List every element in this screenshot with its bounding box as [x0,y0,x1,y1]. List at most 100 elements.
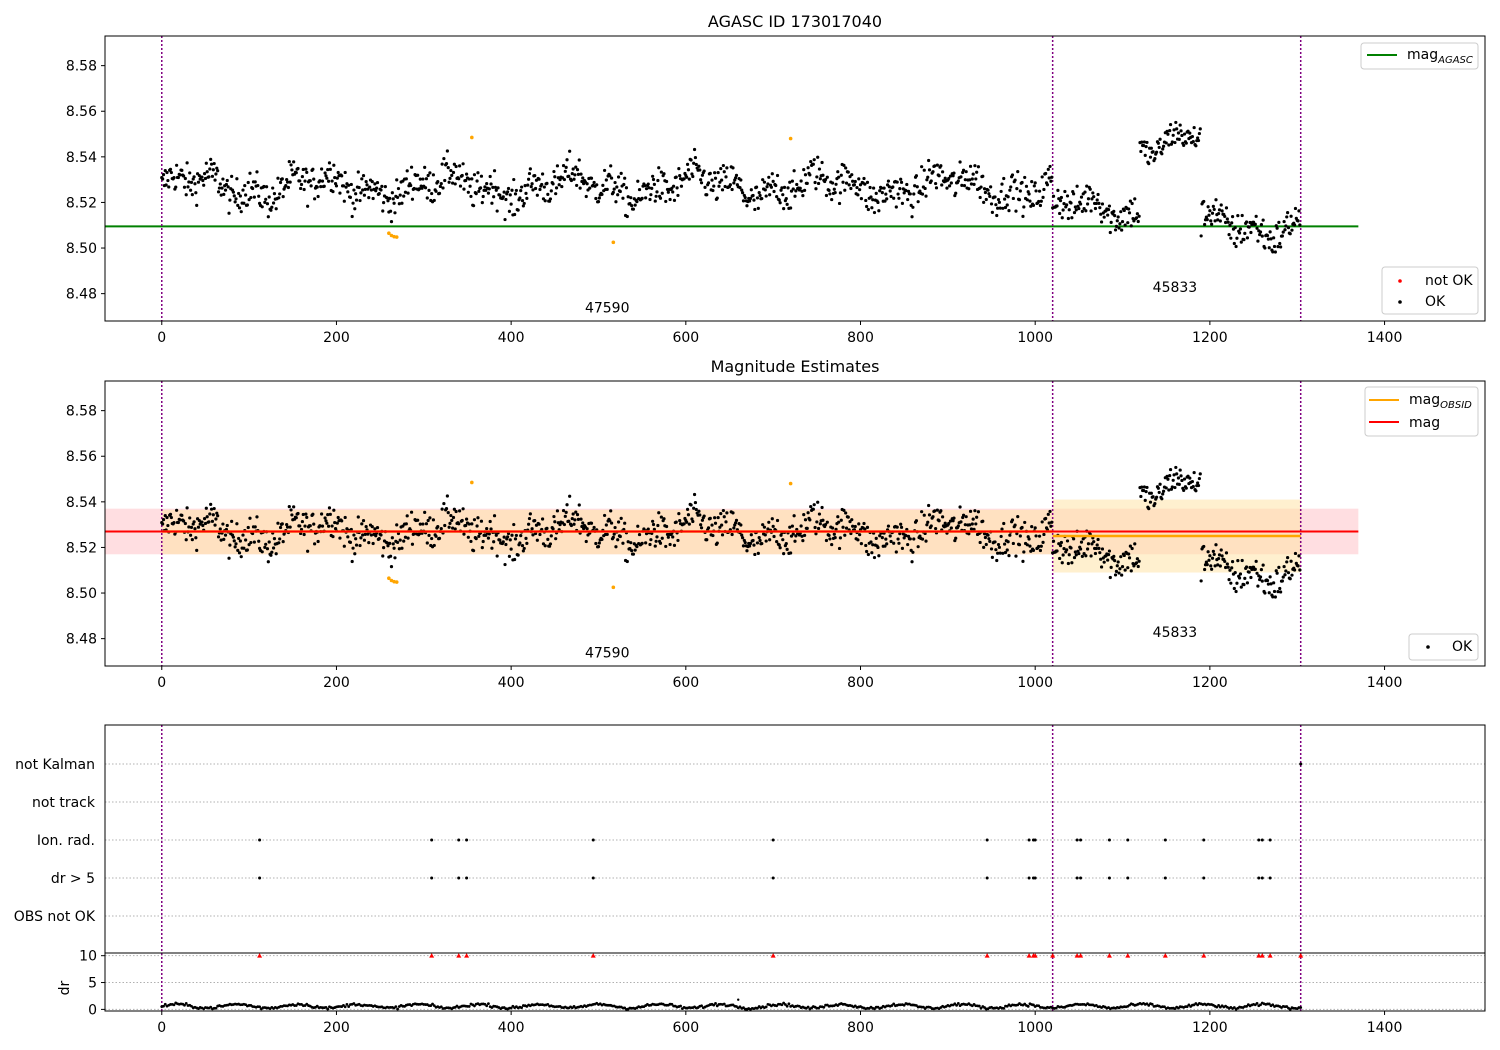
data-point-ok [1142,485,1146,489]
data-point-ok [734,521,738,525]
data-point-ok [769,185,774,189]
data-point-ok [302,187,306,192]
title-middle: Magnitude Estimates [711,357,880,376]
data-point-ok [630,549,634,553]
data-point-ok [176,175,180,180]
data-point-ok [356,515,360,519]
data-point-ok [549,189,553,193]
data-point-ok [189,525,194,529]
data-point-ok [1021,214,1025,218]
data-point-ok [1014,554,1018,558]
data-point-ok [1065,539,1070,543]
data-point-ok [927,158,931,163]
data-point-ok [543,199,547,203]
data-point-ok [1212,207,1216,212]
dr-point [162,1004,165,1008]
data-point-ok [1112,209,1116,213]
data-point-ok [492,195,496,199]
data-point-ok [1298,568,1302,572]
data-point-ok [470,177,474,181]
data-point-ok [994,548,998,552]
data-point-ok [646,182,650,186]
data-point-ok [740,533,744,537]
data-point-ok [353,207,357,211]
data-point-ok [362,538,367,542]
data-point-ok [464,517,469,521]
data-point-ok [1032,184,1036,188]
data-point-ok [725,511,729,515]
data-point-ok [502,535,506,539]
data-point-ok [1151,150,1155,154]
flag-point [1075,876,1079,880]
dr-point [520,1006,524,1009]
data-point-ok [664,544,668,549]
data-point-ok [652,527,656,532]
data-point-ok [1228,568,1232,572]
data-point-ok [872,186,876,190]
data-point-ok [1139,149,1143,154]
data-point-ok [927,513,932,517]
data-point-ok [1024,184,1029,188]
data-point-highlight [788,136,793,141]
data-point-ok [824,538,829,543]
dr-point [712,1003,716,1007]
data-point-ok [780,186,784,190]
data-point-ok [988,539,992,544]
data-point-ok [853,179,857,184]
data-point-ok [690,172,694,176]
data-point-ok [567,519,571,523]
data-point-ok [1142,140,1146,144]
data-point-ok [165,170,169,175]
data-point-ok [581,521,585,525]
data-point-ok [967,532,971,536]
data-point-ok [472,173,477,177]
data-point-ok [1154,150,1159,154]
data-point-ok [228,198,232,202]
data-point-ok [739,523,743,527]
data-point-ok [866,207,870,212]
data-point-ok [521,204,525,208]
data-point-ok [1210,556,1215,560]
data-point-ok [837,201,842,206]
data-point-ok [963,523,967,527]
data-point-ok [451,515,456,520]
data-point-ok [879,186,884,190]
data-point-ok [931,515,935,519]
data-point-ok [1212,552,1216,557]
data-point-ok [775,518,780,523]
data-point-ok [644,532,649,536]
data-point-ok [1072,192,1076,196]
data-point-ok [596,545,601,549]
data-point-ok [699,178,703,182]
data-point-ok [221,177,225,181]
data-point-ok [340,519,344,523]
data-point-ok [333,520,337,525]
data-point-ok [844,511,848,515]
data-point-ok [1161,144,1166,148]
data-point-ok [469,539,473,544]
data-point-ok [359,536,363,540]
data-point-ok [983,190,988,195]
data-point-ok [1277,220,1281,224]
data-point-ok [364,180,368,184]
data-point-ok [540,182,544,187]
data-point-ok [1009,185,1013,189]
y-tick-label: 8.56 [66,104,97,120]
data-point-ok [326,179,331,183]
data-point-ok [477,189,481,193]
data-point-ok [545,526,549,530]
data-point-ok [866,552,870,557]
data-point-ok [368,185,372,189]
data-point-ok [933,509,937,513]
data-point-ok [203,521,208,526]
dr-clipped-marker [464,953,470,958]
data-point-ok [1274,569,1278,573]
data-point-ok [437,536,442,540]
data-point-ok [908,192,912,196]
data-point-ok [1048,509,1052,514]
data-point-ok [431,173,436,177]
data-point-ok [1199,579,1203,583]
data-point-ok [276,176,280,180]
dr-clipped-marker [1298,953,1304,958]
data-point-ok [354,192,358,196]
